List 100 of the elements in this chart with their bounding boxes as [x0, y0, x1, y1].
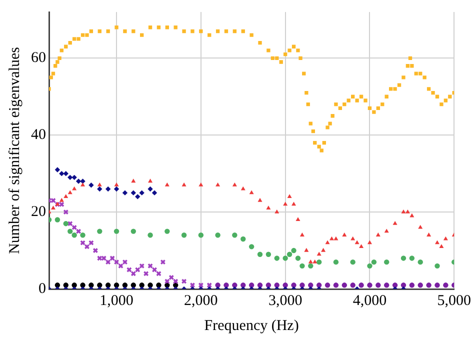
point [110, 255, 116, 261]
point [105, 259, 111, 265]
point [342, 282, 348, 288]
point [68, 174, 73, 180]
point [333, 259, 339, 265]
point [160, 259, 166, 265]
point [97, 282, 102, 288]
point [321, 248, 326, 252]
point [308, 282, 314, 288]
y-tick-label: 40 [31, 127, 46, 144]
point [384, 259, 390, 265]
point [282, 256, 288, 261]
point [54, 217, 60, 222]
point [232, 282, 238, 288]
point [156, 270, 162, 276]
point [300, 232, 304, 236]
point [266, 252, 272, 257]
point [63, 209, 69, 215]
x-axis-title: Frequency (Hz) [204, 318, 299, 334]
point [92, 248, 98, 254]
point [68, 190, 72, 194]
point [130, 190, 136, 196]
y-tick-label: 0 [38, 280, 46, 297]
point [80, 240, 86, 246]
point [291, 282, 296, 288]
point [329, 236, 334, 240]
point [304, 248, 309, 252]
point [148, 263, 154, 269]
point [206, 282, 212, 288]
point [198, 182, 204, 186]
point [248, 244, 254, 250]
point [101, 255, 107, 261]
x-tick-label: 4,000 [352, 292, 387, 309]
point [409, 256, 415, 261]
point [282, 282, 288, 288]
point [181, 278, 187, 284]
point [232, 232, 238, 238]
point [350, 236, 356, 240]
point [376, 282, 381, 288]
point [342, 232, 347, 236]
point [384, 282, 390, 288]
point [418, 259, 423, 265]
point [148, 282, 153, 288]
point [84, 244, 90, 250]
point [96, 255, 102, 261]
point [143, 270, 149, 276]
point [316, 252, 322, 256]
x-tick-label: 5,000 [437, 292, 471, 309]
y-tick-label: 60 [31, 50, 46, 66]
point [164, 182, 170, 186]
point [63, 282, 68, 288]
point [50, 206, 56, 210]
point [434, 263, 440, 269]
point [134, 267, 140, 273]
point [232, 182, 237, 186]
point [367, 240, 372, 244]
point [257, 252, 263, 257]
point [333, 282, 339, 288]
point [376, 232, 380, 236]
point [139, 263, 145, 269]
point [80, 178, 86, 184]
y-axis-title: Number of significant eigenvalues [6, 46, 23, 254]
point [443, 236, 448, 240]
point [190, 282, 196, 288]
point [405, 209, 410, 214]
point [359, 244, 364, 248]
point [88, 282, 94, 288]
x-tick-label: 2,000 [184, 292, 218, 309]
point [291, 248, 296, 254]
point [97, 228, 102, 234]
point [224, 282, 229, 288]
point [168, 274, 174, 280]
point [64, 194, 68, 198]
point [287, 194, 292, 198]
point [274, 282, 280, 288]
point [114, 182, 119, 186]
point [266, 206, 271, 210]
point [181, 232, 187, 238]
point [152, 267, 158, 273]
point [72, 224, 78, 230]
point [198, 282, 204, 288]
point [240, 282, 246, 288]
point [426, 232, 432, 236]
point [63, 220, 68, 226]
point [63, 170, 68, 176]
point [371, 259, 377, 265]
point [72, 186, 77, 190]
point [97, 182, 102, 186]
point [334, 236, 338, 240]
point [324, 282, 330, 288]
point [216, 182, 220, 186]
point [114, 259, 120, 265]
point [258, 198, 262, 202]
point [72, 282, 77, 288]
point [130, 228, 136, 234]
point [164, 228, 170, 234]
point [97, 186, 102, 192]
point [434, 240, 440, 244]
point [72, 232, 77, 238]
point [114, 186, 120, 192]
